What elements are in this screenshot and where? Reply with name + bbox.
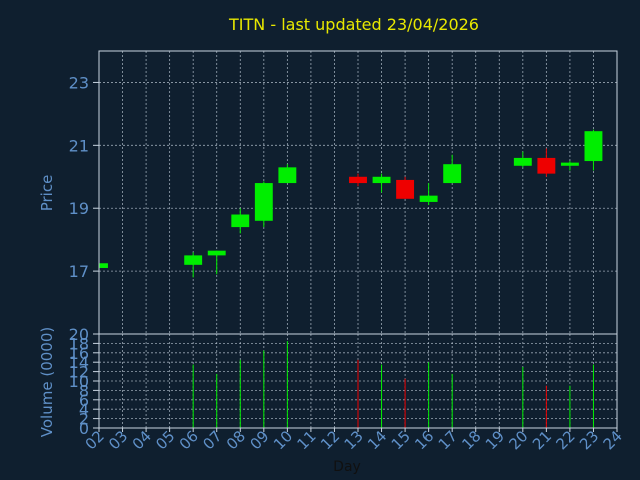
day-tick-label: 09	[246, 427, 272, 453]
day-tick-label: 19	[482, 427, 508, 453]
candle-body	[184, 255, 203, 265]
candle-body	[560, 162, 579, 166]
volume-panel-frame	[98, 333, 618, 429]
chart-title: TITN - last updated 23/04/2026	[228, 15, 479, 34]
price-tick-label: 19	[69, 199, 89, 218]
price-grid	[98, 51, 618, 334]
volume-tick-label: 8	[79, 381, 89, 400]
day-tick-label: 12	[317, 427, 343, 453]
day-tick-label: 05	[152, 427, 178, 453]
day-axis-ticks: 0203040506070809101112131415161718192021…	[82, 427, 626, 453]
price-tick-label: 21	[69, 136, 89, 155]
day-tick-label: 24	[600, 427, 626, 453]
day-tick-label: 06	[176, 427, 202, 453]
price-axis-label: Price	[38, 175, 56, 212]
day-tick-label: 17	[435, 427, 461, 453]
day-tick-label: 20	[505, 427, 531, 453]
day-tick-label: 21	[529, 427, 555, 453]
day-tick-label: 11	[294, 427, 320, 453]
day-tick-label: 04	[129, 427, 155, 453]
day-tick-label: 23	[576, 427, 602, 453]
day-tick-label: 10	[270, 427, 296, 453]
price-tick-label: 17	[69, 262, 89, 281]
day-tick-label: 07	[199, 427, 225, 453]
day-tick-label: 22	[553, 427, 579, 453]
candle-body	[231, 214, 250, 228]
day-tick-label: 16	[411, 427, 437, 453]
volume-tick-label: 0	[79, 419, 89, 438]
volume-tick-label: 10	[69, 372, 89, 391]
volume-tick-label: 4	[79, 400, 89, 419]
day-tick-label: 13	[341, 427, 367, 453]
volume-tick-label: 2	[79, 410, 89, 429]
volume-tick-label: 20	[69, 325, 89, 344]
day-tick-label: 15	[388, 427, 414, 453]
volume-tick-label: 18	[69, 334, 89, 353]
candle-body	[349, 176, 367, 184]
volume-tick-label: 12	[69, 363, 89, 382]
volume-series	[98, 341, 594, 428]
candle-body	[207, 250, 226, 256]
day-tick-label: 03	[105, 427, 131, 453]
price-tick-label: 23	[69, 73, 89, 92]
volume-tick-label: 14	[69, 353, 89, 372]
volume-axis-label: Volume (0000)	[38, 327, 56, 437]
day-tick-label: 18	[458, 427, 484, 453]
candle-body	[99, 263, 108, 268]
candle-body	[254, 183, 273, 221]
candle-body	[443, 164, 462, 184]
candle-body	[513, 157, 532, 166]
candle-body	[278, 167, 297, 184]
day-axis-label: Day	[333, 459, 361, 475]
candle-body	[372, 176, 391, 184]
price-axis-ticks: 17 19 21 23	[69, 73, 99, 281]
volume-tick-label: 16	[69, 344, 89, 363]
candle-body	[419, 195, 438, 202]
candlestick-series	[98, 129, 603, 278]
day-tick-label: 14	[364, 427, 390, 453]
candle-body	[537, 157, 556, 174]
volume-tick-label: 6	[79, 391, 89, 410]
candle-body	[584, 131, 603, 162]
candle-body	[396, 179, 415, 199]
day-tick-label: 08	[223, 427, 249, 453]
